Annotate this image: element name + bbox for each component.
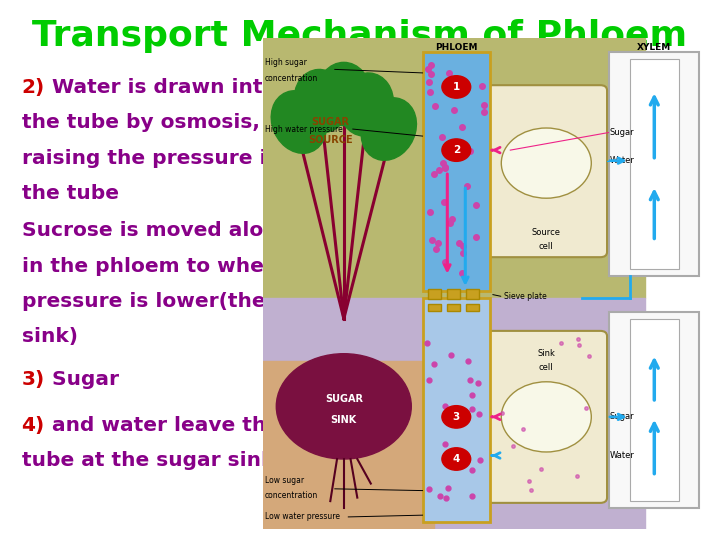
Text: Low sugar: Low sugar	[265, 476, 304, 484]
Ellipse shape	[294, 70, 348, 132]
Text: the tube: the tube	[22, 184, 119, 202]
Text: 2: 2	[453, 145, 460, 155]
Circle shape	[501, 128, 591, 198]
Text: Sucrose is moved along: Sucrose is moved along	[22, 221, 292, 240]
Circle shape	[442, 76, 471, 98]
Bar	[423, 298, 490, 522]
Text: Sugar: Sugar	[609, 128, 634, 137]
Bar	[263, 361, 433, 529]
Bar	[263, 38, 645, 298]
Bar	[263, 298, 645, 529]
Text: Low water pressure: Low water pressure	[265, 512, 340, 522]
Text: SINK: SINK	[330, 415, 357, 426]
Text: 3: 3	[453, 412, 460, 422]
Text: Transport Mechanism of Phloem: Transport Mechanism of Phloem	[32, 19, 688, 53]
Text: in the phloem to where: in the phloem to where	[22, 256, 287, 275]
Text: Sugar: Sugar	[45, 370, 119, 389]
Bar	[447, 303, 460, 310]
Text: concentration: concentration	[265, 73, 318, 83]
Text: tube at the sugar sink: tube at the sugar sink	[22, 451, 274, 470]
Text: High sugar: High sugar	[265, 58, 307, 67]
Text: Water: Water	[609, 451, 634, 460]
Text: Water is drawn into: Water is drawn into	[45, 78, 276, 97]
Bar	[423, 52, 490, 291]
Text: High water pressure: High water pressure	[265, 125, 343, 133]
Text: Sugar: Sugar	[609, 413, 634, 421]
Text: and water leave the: and water leave the	[45, 416, 280, 435]
Circle shape	[442, 406, 471, 428]
Ellipse shape	[271, 91, 326, 153]
FancyBboxPatch shape	[485, 85, 607, 257]
Text: 1: 1	[453, 82, 460, 92]
Text: SUGAR: SUGAR	[311, 117, 349, 127]
Text: raising the pressure in: raising the pressure in	[22, 148, 281, 167]
Ellipse shape	[317, 62, 371, 125]
Circle shape	[442, 139, 471, 161]
Bar	[629, 59, 679, 269]
Bar	[629, 319, 679, 501]
Text: sink): sink)	[22, 327, 78, 346]
Text: SUGAR: SUGAR	[325, 394, 363, 404]
Circle shape	[442, 448, 471, 470]
Text: 3): 3)	[22, 370, 45, 389]
Ellipse shape	[339, 73, 393, 136]
Text: 4: 4	[453, 454, 460, 464]
Bar	[428, 303, 441, 310]
Circle shape	[501, 382, 591, 452]
Text: the tube by osmosis,: the tube by osmosis,	[22, 113, 259, 132]
Bar	[466, 289, 480, 299]
Text: cell: cell	[539, 242, 554, 251]
Ellipse shape	[361, 98, 416, 160]
Text: Sink: Sink	[537, 349, 555, 358]
Bar	[466, 303, 480, 310]
Bar	[447, 289, 460, 299]
Text: 2): 2)	[22, 78, 45, 97]
Text: XYLEM: XYLEM	[637, 43, 672, 52]
Text: Source: Source	[532, 228, 561, 237]
FancyBboxPatch shape	[485, 331, 607, 503]
Text: Sieve plate: Sieve plate	[503, 292, 546, 301]
Text: SOURCE: SOURCE	[308, 134, 353, 145]
Text: 4): 4)	[22, 416, 45, 435]
Text: cell: cell	[539, 363, 554, 372]
Bar	[428, 289, 441, 299]
Circle shape	[276, 354, 411, 459]
Text: pressure is lower(the: pressure is lower(the	[22, 292, 265, 310]
Bar	[609, 312, 699, 508]
Bar	[609, 52, 699, 276]
Text: Water: Water	[609, 156, 634, 165]
Text: PHLOEM: PHLOEM	[435, 43, 477, 52]
Text: concentration: concentration	[265, 491, 318, 501]
